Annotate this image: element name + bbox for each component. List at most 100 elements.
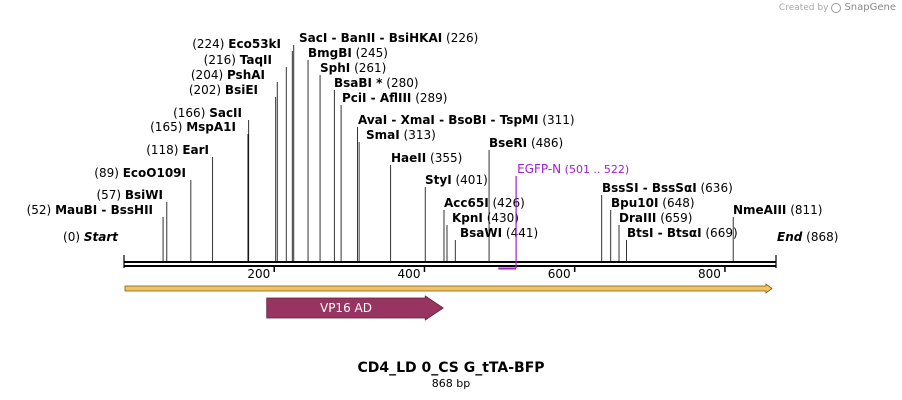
feature-vp16-label: VP16 AD — [320, 301, 372, 315]
brand-name: SnapGene — [844, 2, 896, 13]
site-enzyme-names: SphI — [320, 61, 350, 75]
site-label: BssSI - BssSαI (636) — [602, 181, 733, 195]
site-avai[interactable]: AvaI - XmaI - BsoBI - TspMI (311) — [357, 113, 575, 261]
primer-annotation: EGFP-N (501 .. 522) — [498, 162, 629, 270]
site-label: DraIII (659) — [619, 211, 692, 225]
site-label: (52) MauBI - BssHII — [27, 203, 153, 217]
site-enzyme-names: HaeII — [391, 151, 426, 165]
site-bsawi[interactable]: BsaWI (441) — [454, 226, 538, 261]
site-position-label: (202) — [189, 83, 225, 97]
site-enzyme-names: BtsI - BtsαI — [627, 226, 702, 240]
site-haeii[interactable]: HaeII (355) — [390, 151, 463, 261]
site-label: (166) SacII — [173, 106, 242, 120]
primer-label[interactable]: EGFP-N (501 .. 522) — [517, 162, 629, 176]
site-styi[interactable]: StyI (401) — [424, 173, 488, 261]
site-maubi[interactable]: (52) MauBI - BssHII — [27, 203, 164, 261]
created-by-credit: Created by SnapGene — [779, 2, 896, 13]
site-enzyme-names: SmaI — [366, 128, 400, 142]
site-enzyme-names: Eco53kI — [228, 37, 281, 51]
site-sacii[interactable]: (166) SacII — [173, 106, 250, 261]
site-kpni[interactable]: KpnI (430) — [446, 211, 519, 261]
primer-range: (501 .. 522) — [561, 163, 629, 176]
site-position-label: (89) — [94, 166, 122, 180]
site-enzyme-names: SacI - BanII - BsiHKAI — [299, 31, 442, 45]
site-enzyme-names: MspA1I — [186, 120, 236, 134]
site-enzyme-names: EcoO109I — [123, 166, 186, 180]
site-label: BseRI (486) — [489, 136, 563, 150]
restriction-sites: (52) MauBI - BssHII(57) BsiWI (89) EcoO10… — [27, 31, 838, 261]
site-bsssi[interactable]: BssSI - BssSαI (636) — [601, 181, 733, 261]
site-enzyme-names: EarI — [182, 143, 209, 157]
site-bsiwi[interactable]: (57) BsiWI — [96, 188, 168, 261]
site-enzyme-names: SacII — [209, 106, 242, 120]
site-position-label: (311) — [538, 113, 574, 127]
site-eco53ki[interactable]: (224) Eco53kI — [192, 37, 293, 261]
site-pshai[interactable]: (204) PshAI — [191, 68, 278, 261]
site-bsiei[interactable]: (202) BsiEI — [189, 83, 277, 261]
site-position-label: (166) — [173, 106, 209, 120]
site-enzyme-names: BsaWI — [460, 226, 502, 240]
site-label: (89) EcoO109I — [94, 166, 186, 180]
site-position-label: (165) — [150, 120, 186, 134]
site-btsi[interactable]: BtsI - BtsαI (669) — [626, 226, 738, 261]
site-label: (216) TaqII — [204, 53, 272, 67]
site-label: SacI - BanII - BsiHKAI (226) — [299, 31, 478, 45]
site-position-label: (226) — [442, 31, 478, 45]
site-position-label: (224) — [192, 37, 228, 51]
site-position-label: (401) — [452, 173, 488, 187]
site-label: BsaBI * (280) — [334, 76, 419, 90]
site-sphi[interactable]: SphI (261) — [319, 61, 386, 261]
sequence-name: CD4_LD 0_CS G_tTA-BFP — [357, 360, 545, 376]
site-position-label: (636) — [697, 181, 733, 195]
snapgene-logo-icon — [831, 2, 842, 13]
site-bsabi[interactable]: BsaBI * (280) — [333, 76, 419, 261]
site-label: KpnI (430) — [452, 211, 519, 225]
site-ecoo109i[interactable]: (89) EcoO109I — [94, 166, 192, 261]
site-mspa1i[interactable]: (165) MspA1I — [150, 120, 249, 261]
start-label: (0) Start — [63, 230, 119, 244]
site-label: (57) BsiWI — [96, 188, 163, 202]
site-enzyme-names: BsiEI — [225, 83, 258, 97]
site-enzyme-names: BmgBI — [308, 46, 352, 60]
site-position-label: (261) — [350, 61, 386, 75]
site-position-label: (441) — [502, 226, 538, 240]
ruler: 200 400 600 800 — [123, 255, 777, 281]
site-saci[interactable]: SacI - BanII - BsiHKAI (226) — [293, 31, 479, 261]
backbone-feature-arrow[interactable] — [124, 283, 773, 294]
site-bpu10i[interactable]: Bpu10I (648) — [610, 196, 695, 261]
end-name: End — [777, 230, 803, 244]
site-bmgbi[interactable]: BmgBI (245) — [307, 46, 388, 261]
site-label: Bpu10I (648) — [611, 196, 695, 210]
end-position-label: (868) — [802, 230, 838, 244]
sequence-length: 868 bp — [431, 377, 471, 390]
site-enzyme-names: MauBI - BssHII — [55, 203, 153, 217]
site-position-label: (426) — [489, 196, 525, 210]
site-enzyme-names: BseRI — [489, 136, 527, 150]
site-label: NmeAIII (811) — [733, 203, 822, 217]
site-eari[interactable]: (118) EarI — [146, 143, 214, 261]
site-enzyme-names: PciI - AflIII — [342, 91, 411, 105]
site-position-label: (118) — [146, 143, 182, 157]
site-enzyme-names: DraIII — [619, 211, 656, 225]
site-position-label: (648) — [658, 196, 694, 210]
ruler-tick-label: 200 — [247, 267, 270, 281]
site-label: BmgBI (245) — [308, 46, 388, 60]
site-label: (165) MspA1I — [150, 120, 236, 134]
site-bseri[interactable]: BseRI (486) — [488, 136, 563, 261]
site-pcii[interactable]: PciI - AflIII (289) — [340, 91, 448, 261]
site-smai[interactable]: SmaI (313) — [358, 128, 436, 261]
site-label: (204) PshAI — [191, 68, 265, 82]
site-position-label: (204) — [191, 68, 227, 82]
site-enzyme-names: BssSI - BssSαI — [602, 181, 697, 195]
site-enzyme-names: NmeAIII — [733, 203, 786, 217]
site-enzyme-names: Bpu10I — [611, 196, 658, 210]
feature-vp16[interactable]: VP16 AD — [266, 295, 444, 321]
site-taqii[interactable]: (216) TaqII — [204, 53, 287, 261]
start-marker: (0) Start — [63, 230, 119, 244]
end-marker: End (868) — [777, 230, 838, 244]
site-enzyme-names: PshAI — [227, 68, 265, 82]
ruler-tick-label: 400 — [398, 267, 421, 281]
site-position-label: (811) — [786, 203, 822, 217]
site-draiii[interactable]: DraIII (659) — [618, 211, 692, 261]
site-nmeaiii[interactable]: NmeAIII (811) — [732, 203, 822, 261]
